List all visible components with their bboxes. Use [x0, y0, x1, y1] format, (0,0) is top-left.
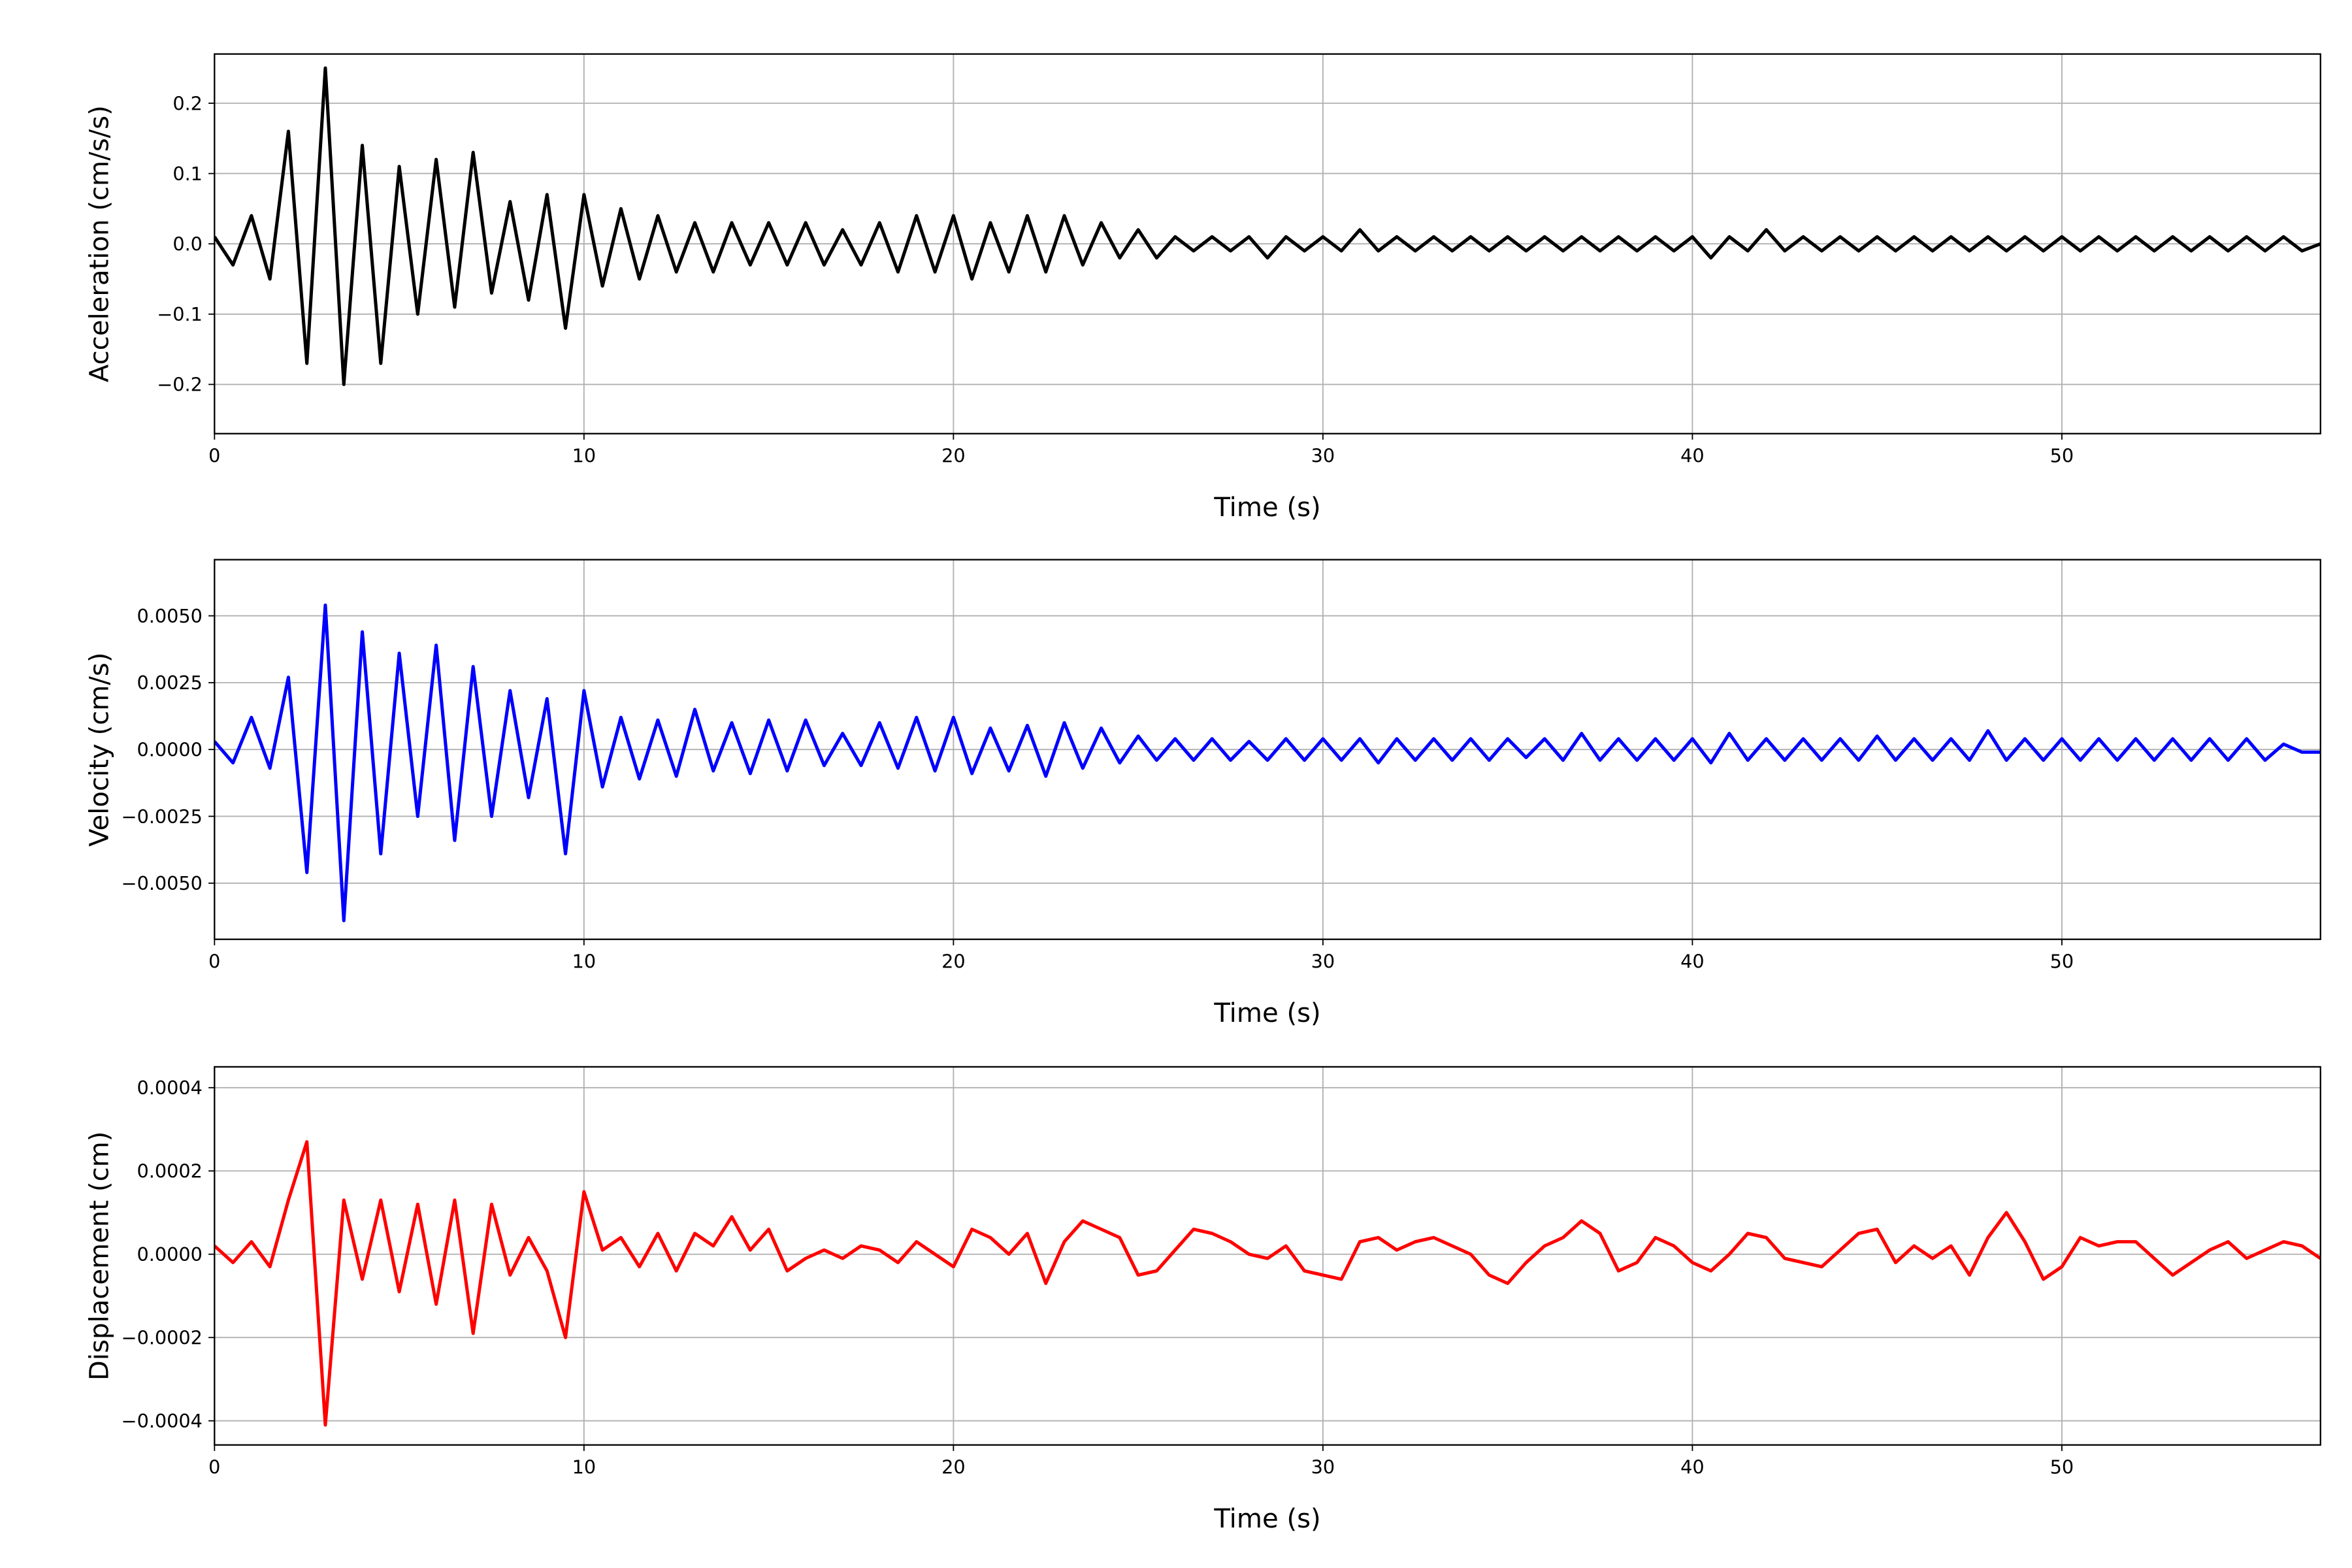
- y-tick-label: 0.0004: [137, 1077, 203, 1099]
- x-tick-label: 0: [208, 950, 220, 972]
- plot-frame: [214, 559, 2321, 940]
- y-axis-label: Acceleration (cm/s/s): [84, 105, 114, 382]
- x-tick-label: 50: [2050, 1456, 2074, 1478]
- y-tick-label: 0.1: [172, 163, 203, 185]
- x-axis-label: Time (s): [1213, 1504, 1320, 1534]
- y-tick-label: 0.0: [172, 233, 203, 255]
- plot-frame: [214, 53, 2321, 434]
- x-tick-label: 40: [1680, 444, 1705, 466]
- x-tick-label: 50: [2050, 444, 2074, 466]
- x-tick-label: 20: [941, 950, 966, 972]
- x-tick-label: 10: [572, 1456, 596, 1478]
- y-tick-label: 0.0025: [137, 672, 203, 694]
- data-line: [214, 603, 2321, 923]
- x-tick-label: 10: [572, 444, 596, 466]
- x-tick-label: 20: [941, 444, 966, 466]
- y-axis-label: Velocity (cm/s): [84, 652, 114, 846]
- x-tick-label: 40: [1680, 950, 1705, 972]
- y-tick-label: 0.0000: [137, 1243, 203, 1266]
- data-line: [214, 1140, 2321, 1427]
- y-tick-label: 0.0050: [137, 605, 203, 627]
- y-tick-label: 0.0000: [137, 739, 203, 761]
- plot-frame: [214, 1066, 2321, 1446]
- y-tick-label: −0.0002: [122, 1327, 203, 1349]
- data-line: [214, 66, 2321, 386]
- y-tick-label: −0.0004: [122, 1410, 203, 1432]
- x-axis-label: Time (s): [1213, 998, 1320, 1028]
- y-tick-label: −0.0050: [122, 872, 203, 894]
- x-tick-label: 40: [1680, 1456, 1705, 1478]
- x-tick-label: 30: [1311, 950, 1335, 972]
- x-tick-label: 10: [572, 950, 596, 972]
- x-tick-label: 0: [208, 444, 220, 466]
- x-tick-label: 30: [1311, 1456, 1335, 1478]
- x-tick-label: 0: [208, 1456, 220, 1478]
- y-tick-label: −0.2: [157, 374, 203, 396]
- x-tick-label: 50: [2050, 950, 2074, 972]
- y-axis-label: Displacement (cm): [84, 1132, 114, 1381]
- x-axis-label: Time (s): [1213, 493, 1320, 523]
- y-tick-label: −0.0025: [122, 806, 203, 828]
- x-tick-label: 30: [1311, 444, 1335, 466]
- y-tick-label: −0.1: [157, 303, 203, 325]
- x-tick-label: 20: [941, 1456, 966, 1478]
- y-tick-label: 0.0002: [137, 1160, 203, 1183]
- y-tick-label: 0.2: [172, 92, 203, 114]
